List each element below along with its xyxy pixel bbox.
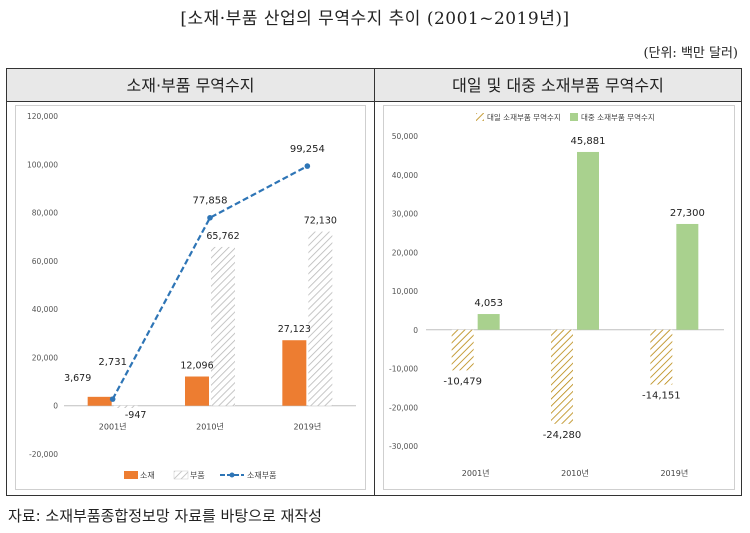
chart-frame: 소재·부품 무역수지 대일 및 대중 소재부품 무역수지 -20,000 0 20,…: [6, 68, 742, 496]
bar-parts: [308, 231, 333, 406]
y-tick-label: 120,000: [27, 112, 58, 121]
legend-label-material: 소재: [140, 471, 155, 480]
bar-china: [577, 151, 599, 330]
unit-label: (단위: 백만 달러): [643, 46, 738, 61]
y-tick-label: 40,000: [392, 171, 418, 180]
right-chart-area: -30,000 -20,000 -10,000 0 10,000 20,000 30,000…: [383, 105, 735, 490]
data-label-total: 99,254: [290, 144, 325, 155]
data-label-china: 45,881: [571, 136, 606, 147]
page-title: [소재·부품 산업의 무역수지 추이 (2001~2019년)]: [180, 9, 570, 29]
right-chart: -30,000 -20,000 -10,000 0 10,000 20,000 30,000…: [389, 112, 724, 478]
legend-label-parts: 부품: [190, 471, 205, 480]
legend-label-japan: 대일 소재부품 무역수지: [487, 112, 561, 122]
y-tick-label: 50,000: [392, 132, 418, 141]
data-label-parts: 65,762: [206, 231, 239, 242]
y-tick-label: -20,000: [29, 450, 58, 459]
data-label-japan: -24,280: [543, 430, 582, 441]
y-tick-label: 20,000: [392, 248, 418, 257]
panel-divider: [374, 69, 375, 495]
y-tick-label: 40,000: [32, 305, 58, 314]
point-total: [109, 396, 116, 402]
bar-china: [477, 314, 500, 330]
bar-material: [185, 376, 209, 406]
bar-material: [282, 340, 307, 406]
legend-label-china: 대중 소재부품 무역수지: [581, 112, 655, 122]
data-label-parts: 72,130: [304, 216, 337, 227]
x-tick-label: 2010년: [196, 422, 224, 432]
data-label-japan: -14,151: [642, 391, 681, 402]
legend-swatch-material: [124, 471, 138, 479]
y-tick-label: 10,000: [392, 287, 418, 296]
x-tick-label: 2001년: [462, 468, 490, 478]
data-label-china: 4,053: [474, 298, 503, 309]
right-panel-title: 대일 및 대중 소재부품 무역수지: [375, 69, 741, 102]
x-tick-label: 2001년: [99, 422, 127, 432]
bar-japan: [551, 329, 573, 424]
data-label-total: 77,858: [193, 196, 228, 207]
bar-japan: [650, 329, 673, 385]
legend-swatch-china: [570, 113, 578, 121]
legend-marker-total: [229, 472, 235, 478]
data-label-china: 27,300: [670, 208, 705, 219]
data-label-japan: -10,479: [443, 376, 482, 387]
x-tick-label: 2019년: [293, 422, 321, 432]
y-tick-label: 0: [413, 326, 418, 335]
data-label-material: 3,679: [64, 373, 91, 384]
y-tick-label: 30,000: [392, 210, 418, 219]
legend-swatch-japan: [476, 113, 484, 121]
y-tick-label: -10,000: [389, 365, 418, 374]
data-label-total: 2,731: [98, 357, 127, 368]
bar-material: [87, 396, 112, 406]
y-tick-label: -30,000: [389, 442, 418, 451]
x-tick-label: 2019년: [660, 468, 688, 478]
y-tick-label: -20,000: [389, 403, 418, 412]
y-tick-label: 20,000: [32, 353, 58, 362]
y-tick-label: 100,000: [27, 160, 58, 169]
legend-label-total: 소재부품: [247, 471, 276, 480]
bar-parts: [113, 405, 138, 409]
left-chart-area: -20,000 0 20,000 40,000 60,000 80,000 100,000 1…: [15, 105, 366, 490]
legend-swatch-parts: [173, 470, 189, 480]
y-tick-label: 60,000: [32, 257, 58, 266]
data-label-material: 27,123: [278, 324, 311, 335]
x-tick-label: 2010년: [561, 468, 589, 478]
point-total: [304, 163, 311, 169]
source-note: 자료: 소재부품종합정보망 자료를 바탕으로 재작성: [8, 507, 322, 525]
bar-parts: [211, 246, 235, 406]
y-tick-label: 0: [53, 402, 58, 411]
left-chart: -20,000 0 20,000 40,000 60,000 80,000 100,000 1…: [27, 112, 356, 480]
data-label-parts: -947: [125, 410, 147, 421]
y-tick-label: 80,000: [32, 209, 58, 218]
line-total: [111, 165, 308, 400]
data-label-material: 12,096: [180, 361, 213, 372]
left-panel-title: 소재·부품 무역수지: [7, 69, 374, 102]
point-total: [207, 214, 213, 221]
bar-china: [676, 223, 699, 330]
bar-japan: [451, 329, 474, 371]
